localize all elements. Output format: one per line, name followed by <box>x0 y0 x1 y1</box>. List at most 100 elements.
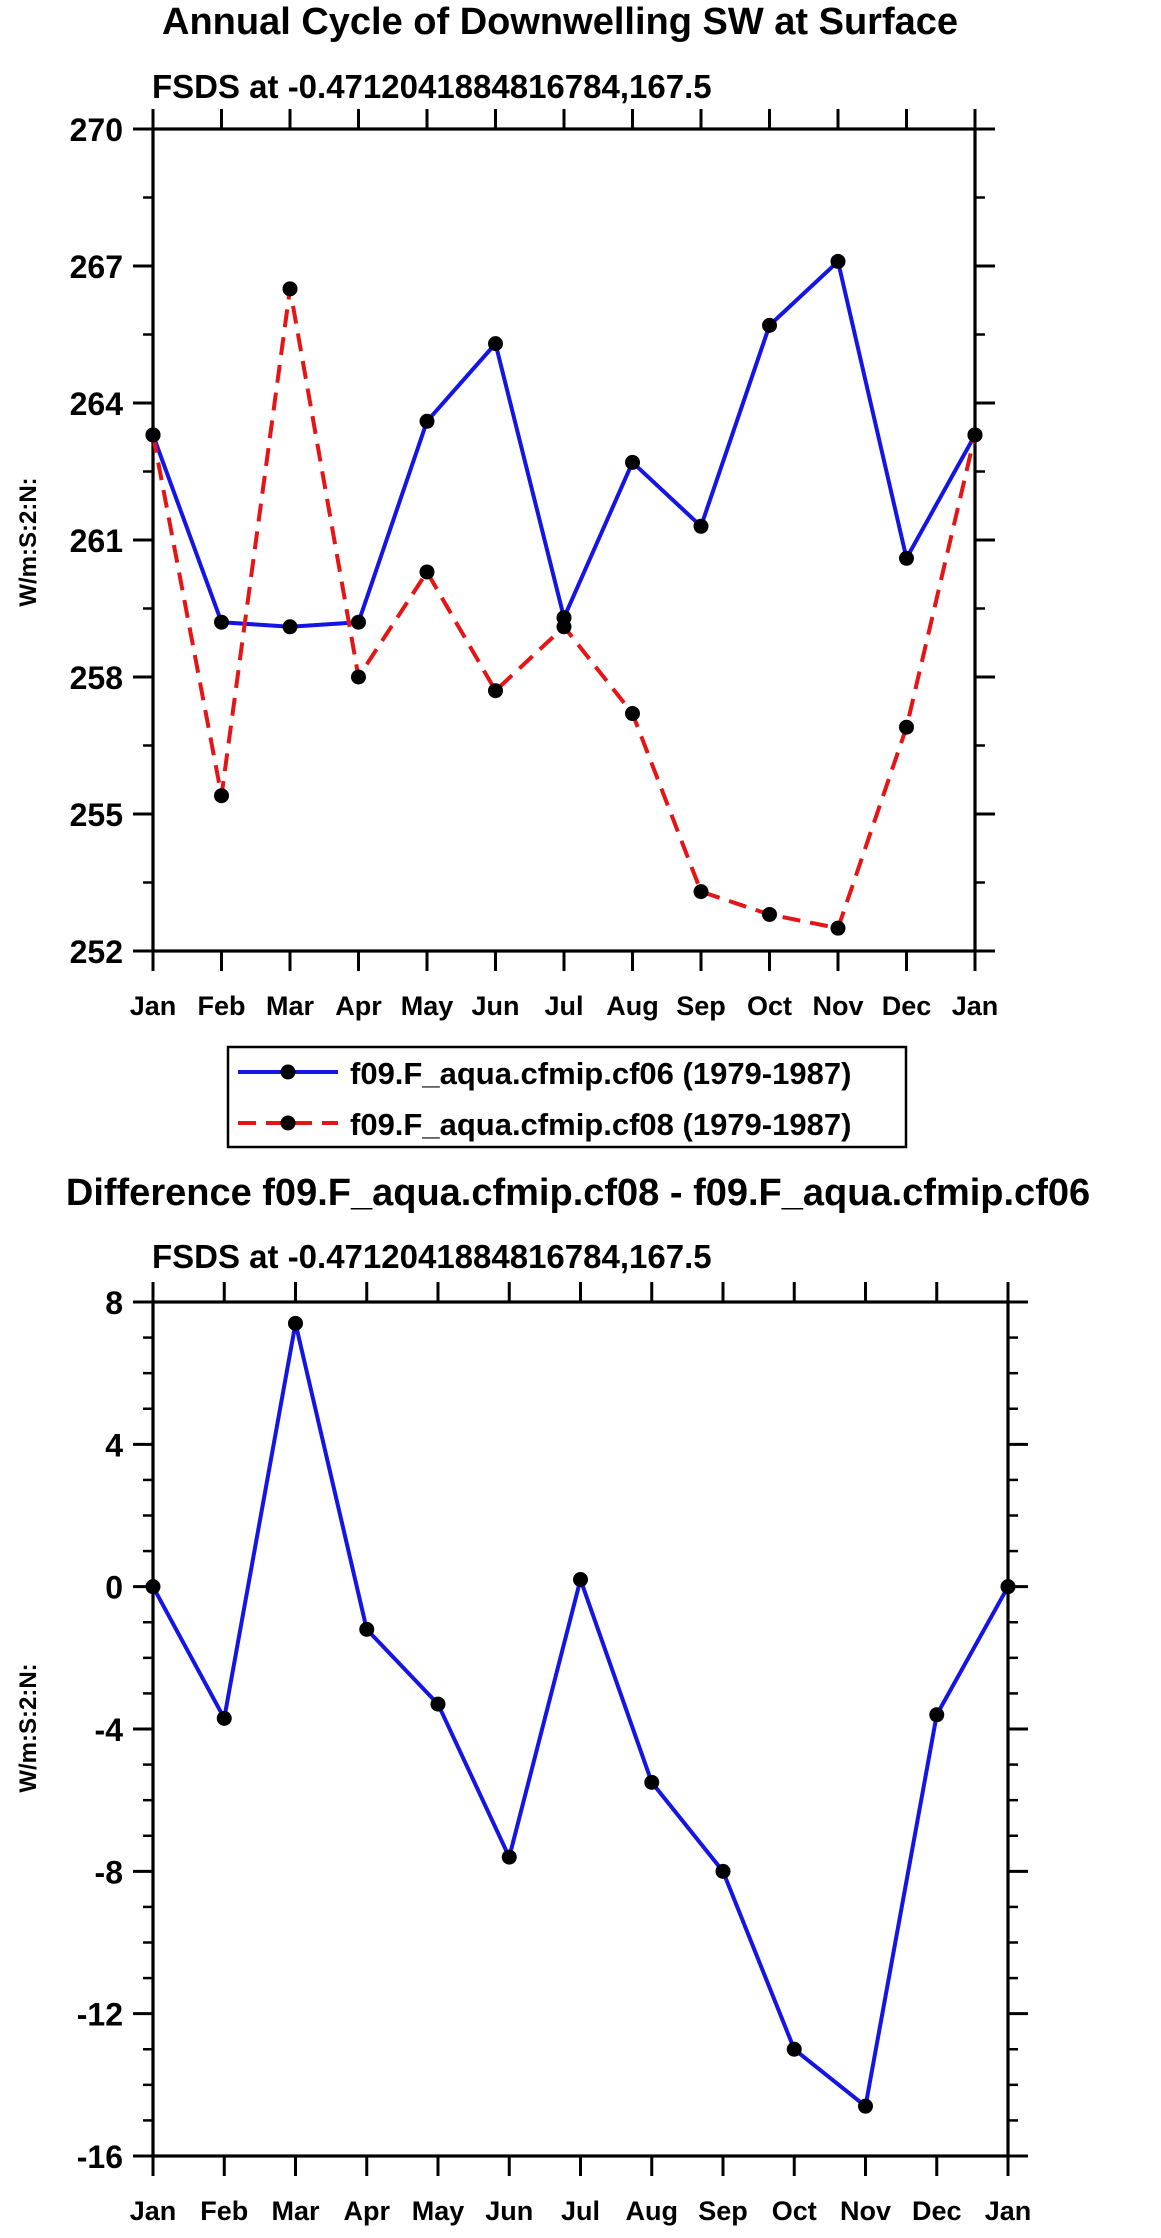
difference-series-0-point <box>929 1707 945 1723</box>
annual-cycle-y-tick-label: 255 <box>70 797 123 833</box>
annual-cycle-x-tick-label: Jul <box>544 991 583 1021</box>
annual-cycle-y-tick-label: 270 <box>70 112 123 148</box>
difference-x-tick-label: Jul <box>561 2196 600 2226</box>
annual-cycle-y-tick-label: 252 <box>70 934 123 970</box>
difference-y-tick-label: -4 <box>95 1712 124 1748</box>
annual-cycle-series-line-1 <box>151 286 977 931</box>
annual-cycle-x-tick-label: Mar <box>266 991 315 1021</box>
annual-cycle-subtitle: FSDS at -0.4712041884816784,167.5 <box>152 68 712 105</box>
difference-x-tick-label: Dec <box>912 2196 962 2226</box>
difference-series-0-point <box>216 1710 232 1726</box>
annual-cycle-series-1-point <box>282 281 298 297</box>
difference-y-tick-label: -12 <box>77 1997 123 2033</box>
difference-series-0-point <box>501 1849 517 1865</box>
legend-label-cf08: f09.F_aqua.cfmip.cf08 (1979-1987) <box>350 1107 851 1142</box>
annual-cycle-y-tick-label: 264 <box>70 386 124 422</box>
difference-x-tick-label: Jun <box>485 2196 533 2226</box>
difference-y-tick-label: 4 <box>105 1427 123 1463</box>
difference-series-0-point <box>858 2098 873 2114</box>
annual-cycle-series-0-point <box>899 550 914 566</box>
annual-cycle-x-tick-label: Feb <box>197 991 245 1021</box>
difference-x-tick-label: Sep <box>698 2196 748 2226</box>
difference-x-tick-label: Jan <box>985 2196 1032 2226</box>
difference-y-tick-label: 0 <box>105 1570 123 1606</box>
annual-cycle-x-tick-label: May <box>401 991 454 1021</box>
difference-y-tick-label: -16 <box>77 2139 123 2175</box>
annual-cycle-series-0-point <box>419 413 435 429</box>
annual-cycle-series-line-0 <box>151 259 977 629</box>
annual-cycle-x-tick-label: Sep <box>676 991 726 1021</box>
difference-y-axis-label: W/m:S:2:N: <box>15 1663 42 1792</box>
difference-series-0-point <box>1000 1579 1016 1595</box>
difference-x-tick-label: Jan <box>130 2196 177 2226</box>
difference-y-tick-label: -8 <box>95 1854 123 1890</box>
annual-cycle-x-tick-label: Apr <box>335 991 382 1021</box>
annual-cycle-series-1-point <box>145 427 161 443</box>
difference-x-tick-label: Apr <box>344 2196 391 2226</box>
difference-series-line-0 <box>151 1321 1010 2109</box>
annual-cycle-x-tick-label: Jan <box>130 991 177 1021</box>
annual-cycle-series-0-point <box>625 454 640 470</box>
difference-series-0-point <box>715 1863 731 1879</box>
legend-marker-cf08 <box>280 1115 296 1131</box>
annual-cycle-x-tick-label: Jan <box>952 991 999 1021</box>
difference-series-0-point <box>288 1315 303 1331</box>
difference-series-0-point <box>145 1579 161 1595</box>
annual-cycle-x-ticks: Jan Feb Mar Apr May Jun Jul Aug Sep Oct Nov Dec Jan <box>130 109 999 1021</box>
annual-cycle-series-0-point <box>488 336 503 352</box>
annual-cycle-series-0-point <box>762 317 777 333</box>
annual-cycle-x-tick-label: Dec <box>882 991 932 1021</box>
annual-cycle-series-0-point <box>693 518 709 534</box>
annual-cycle-series-1-point <box>625 706 640 722</box>
annual-cycle-series-0-point <box>830 253 846 269</box>
annual-cycle-series-1-point <box>762 906 777 922</box>
difference-series <box>145 1315 1016 2114</box>
difference-y-tick-label: 8 <box>105 1285 123 1321</box>
annual-cycle-series-1-point <box>214 788 229 804</box>
annual-cycle-y-tick-label: 267 <box>70 249 123 285</box>
difference-x-tick-label: Mar <box>271 2196 320 2226</box>
difference-series-0-point <box>786 2041 802 2057</box>
difference-x-tick-label: Feb <box>200 2196 248 2226</box>
difference-series-0-point <box>430 1696 446 1712</box>
annual-cycle-series-1-point <box>419 564 435 580</box>
annual-cycle-series-1-point <box>830 920 846 936</box>
difference-series-0-point <box>644 1774 660 1790</box>
annual-cycle-series-0-point <box>214 614 229 630</box>
difference-x-ticks: Jan Feb Mar Apr May Jun Jul Aug Sep Oct Nov Dec Jan <box>130 1282 1032 2226</box>
annual-cycle-y-axis-label: W/m:S:2:N: <box>15 477 42 606</box>
annual-cycle-series-0-point <box>351 614 366 630</box>
difference-subtitle: FSDS at -0.4712041884816784,167.5 <box>152 1238 712 1275</box>
annual-cycle-series-1-point <box>693 884 709 900</box>
annual-cycle-series-0-point <box>282 619 298 635</box>
legend: f09.F_aqua.cfmip.cf06 (1979-1987) f09.F_… <box>226 1045 908 1149</box>
annual-cycle-y-tick-label: 258 <box>70 660 123 696</box>
annual-cycle-series-1-point <box>556 619 572 635</box>
difference-series-0-point <box>359 1621 375 1637</box>
annual-cycle-x-tick-label: Oct <box>747 991 792 1021</box>
annual-cycle-series-1-point <box>967 427 983 443</box>
annual-cycle-y-tick-label: 261 <box>70 523 123 559</box>
annual-cycle-plot-frame <box>151 127 977 953</box>
annual-cycle-series <box>145 253 983 936</box>
annual-cycle-x-tick-label: Nov <box>812 991 863 1021</box>
annual-cycle-x-tick-label: Aug <box>606 991 658 1021</box>
annual-cycle-x-tick-label: Jun <box>471 991 519 1021</box>
difference-x-tick-label: Aug <box>626 2196 678 2226</box>
legend-marker-cf06 <box>280 1064 296 1080</box>
difference-series-0-point <box>573 1572 588 1588</box>
annual-cycle-panel: Annual Cycle of Downwelling SW at Surfac… <box>15 1 999 1149</box>
annual-cycle-y-ticks: 252 255 258 261 264 267 270 <box>70 112 995 970</box>
legend-box <box>226 1045 908 1149</box>
difference-x-tick-label: Oct <box>772 2196 817 2226</box>
difference-panel: Difference f09.F_aqua.cfmip.cf08 - f09.F… <box>15 1172 1090 2226</box>
difference-y-ticks: -16 -12 -8 -4 0 4 8 <box>77 1285 1028 2175</box>
annual-cycle-series-1-point <box>488 683 503 699</box>
legend-label-cf06: f09.F_aqua.cfmip.cf06 (1979-1987) <box>350 1056 851 1091</box>
difference-x-tick-label: May <box>412 2196 465 2226</box>
annual-cycle-series-1-point <box>351 669 366 685</box>
difference-title: Difference f09.F_aqua.cfmip.cf08 - f09.F… <box>66 1172 1090 1214</box>
difference-x-tick-label: Nov <box>840 2196 891 2226</box>
